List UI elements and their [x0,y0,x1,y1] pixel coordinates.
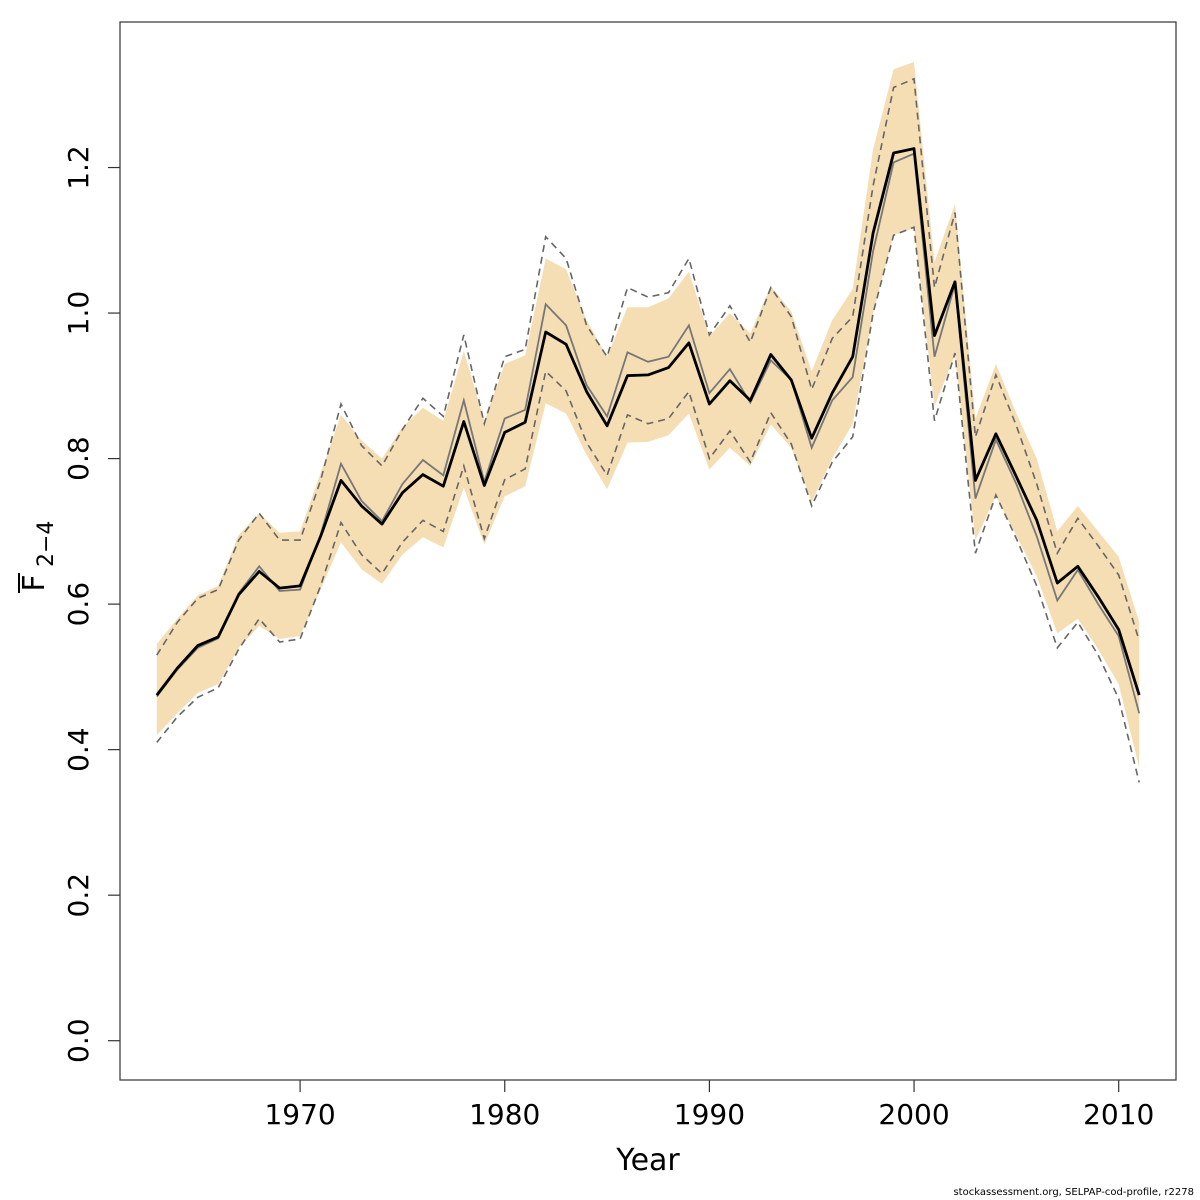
x-tick-label: 2000 [878,1098,949,1131]
confidence-band [156,62,1140,768]
y-axis: 0.0 0.2 0.4 0.6 0.8 1.0 1.2 [62,145,120,1063]
y-tick-label: 0.6 [62,582,95,627]
y-tick-label: 0.4 [62,727,95,772]
y-tick-label: 0.8 [62,436,95,481]
y-tick-label: 1.2 [62,145,95,190]
y-axis-title: F 2−4 [17,521,59,593]
x-axis: 1970 1980 1990 2000 2010 [264,1080,1154,1131]
x-tick-label: 1970 [264,1098,335,1131]
plot-frame [119,21,1177,1081]
estimate-line [155,147,1141,696]
x-tick-label: 1980 [469,1098,540,1131]
x-tick-label: 2010 [1083,1098,1154,1131]
y-axis-title-subscript: 2−4 [34,521,59,567]
y-axis-title-group: F 2−4 [17,521,59,593]
y-tick-label: 1.0 [62,291,95,336]
y-tick-label: 0.0 [62,1018,95,1063]
plot-area [155,62,1141,783]
lower-dashed-line [156,226,1140,783]
footer-credit: stockassessment.org, SELPAP-cod-profile,… [953,1187,1194,1198]
x-tick-label: 1990 [674,1098,745,1131]
x-axis-title: Year [615,1143,680,1178]
y-tick-label: 0.2 [62,873,95,918]
y-axis-title-main: F [17,574,52,591]
